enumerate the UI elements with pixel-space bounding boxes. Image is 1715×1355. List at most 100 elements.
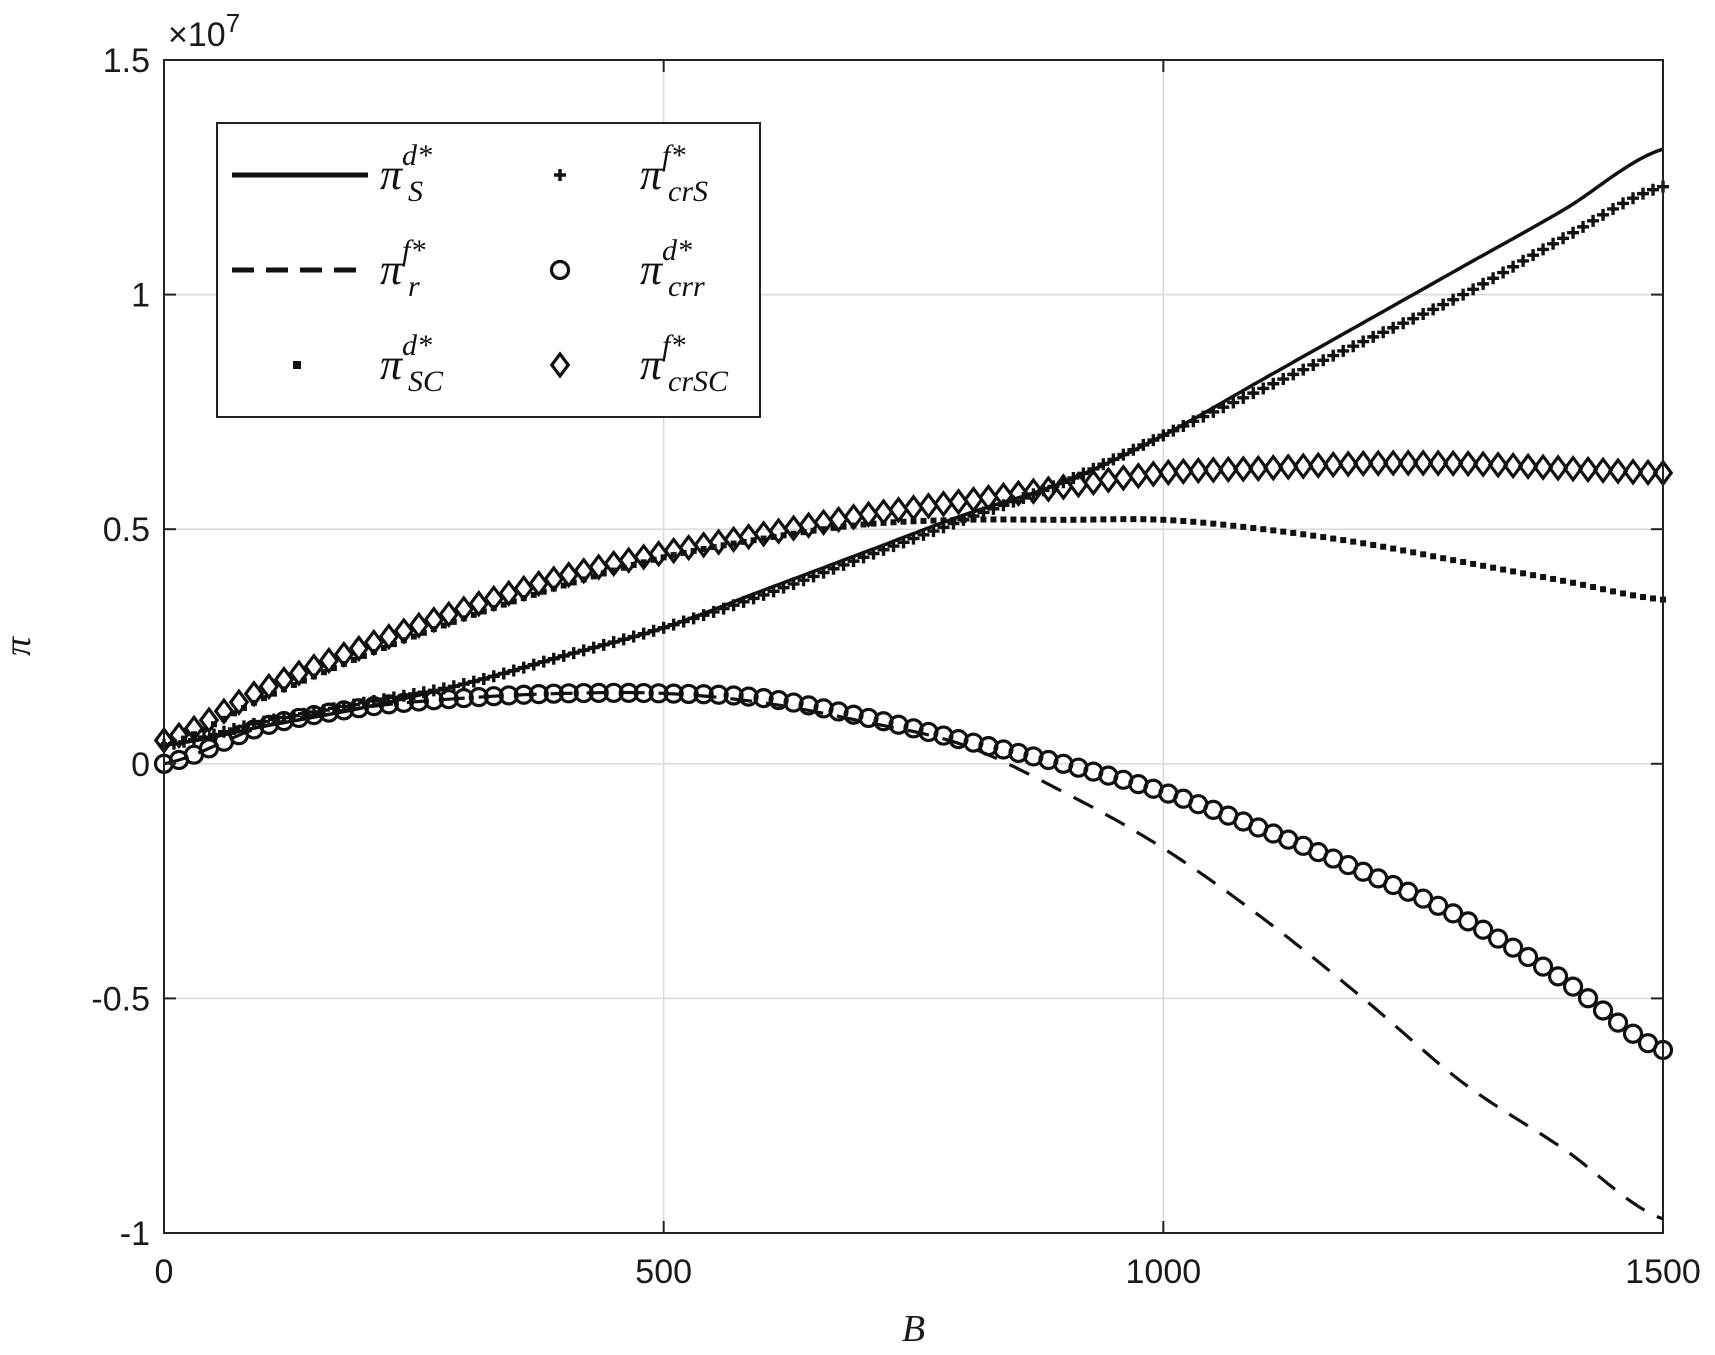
data-point [1577,455,1599,484]
data-point [603,682,624,703]
data-point [1630,592,1637,599]
data-point [1010,516,1017,523]
data-point [1350,538,1357,545]
data-point [1592,456,1614,484]
legend-label-sub: r [408,270,420,303]
data-point [1257,382,1270,395]
data-point [640,559,647,566]
data-point [727,599,740,612]
data-point [708,684,729,705]
data-point [1248,454,1269,483]
data-point [900,518,907,525]
data-point [453,688,474,709]
data-point [530,591,537,598]
data-point [363,628,385,657]
data-point [467,675,480,688]
data-point [1567,226,1580,239]
data-point [1500,566,1507,573]
data-point [378,623,400,651]
data-point [637,627,650,640]
data-point [1537,243,1550,256]
x-tick-label: 1000 [1126,1253,1202,1291]
legend-marker [554,169,566,181]
data-point [537,655,550,668]
data-point [797,574,810,587]
data-point [1038,475,1059,503]
legend-label: πf* crSC [640,329,729,398]
data-point [1157,429,1170,442]
data-point [1347,340,1360,353]
data-point [1097,458,1110,471]
x-tick-label: 500 [635,1253,692,1291]
data-point [1457,449,1479,478]
data-point [540,588,547,595]
data-point [1197,410,1210,423]
data-point [423,690,444,711]
data-point [1290,529,1297,536]
legend-label-main: π [640,150,664,199]
data-point [1140,516,1147,523]
data-point [1637,187,1650,200]
data-point [1203,456,1224,484]
data-point [577,644,590,657]
data-point [1030,516,1037,523]
data-point [847,555,860,568]
data-point [1137,438,1150,451]
data-point [830,524,837,531]
data-point [410,633,417,640]
data-point [993,481,1014,510]
data-point [1472,450,1494,478]
data-point [1098,466,1119,494]
data-point [330,665,337,672]
data-point [948,488,969,516]
data-point [807,570,820,583]
data-point [888,496,909,524]
data-point [1560,577,1567,584]
data-point [1580,581,1587,588]
data-point [1370,541,1377,548]
data-point [1477,277,1490,290]
data-point [1190,518,1197,525]
x-axis-label: B [902,1308,925,1350]
legend-label-main: π [640,340,664,389]
data-point [1310,532,1317,539]
data-point [840,523,847,530]
data-point [1480,562,1487,569]
data-point [1417,308,1430,321]
data-point [333,640,355,669]
data-point [980,516,987,523]
data-point [737,595,750,608]
data-point [1000,516,1007,523]
data-point [1220,521,1227,528]
data-point [1488,928,1509,949]
data-point [487,670,500,683]
data-point [827,562,840,575]
data-point [843,503,864,531]
legend-label-sup: d* [662,234,692,267]
data-point [378,694,399,715]
data-point [1188,456,1209,485]
plot-frame [163,59,1664,1234]
data-point [1640,594,1647,601]
data-point [670,552,677,559]
data-point [200,726,207,733]
data-point [723,685,744,706]
data-point [303,653,325,681]
data-point [937,521,950,534]
data-point [633,682,654,704]
data-point [927,525,940,538]
data-point [1377,326,1390,339]
data-point [1240,523,1247,530]
data-point [480,608,487,615]
data-point [273,665,295,694]
data-point [348,698,369,719]
data-point [1278,453,1299,481]
data-point [1167,424,1180,437]
data-point [168,721,190,749]
legend-symbol [554,169,566,181]
data-point [867,547,880,560]
y-tick-label: 1.5 [103,42,150,80]
data-point [1127,443,1140,456]
data-point [1360,540,1367,547]
legend-label-sub: SC [408,365,444,398]
